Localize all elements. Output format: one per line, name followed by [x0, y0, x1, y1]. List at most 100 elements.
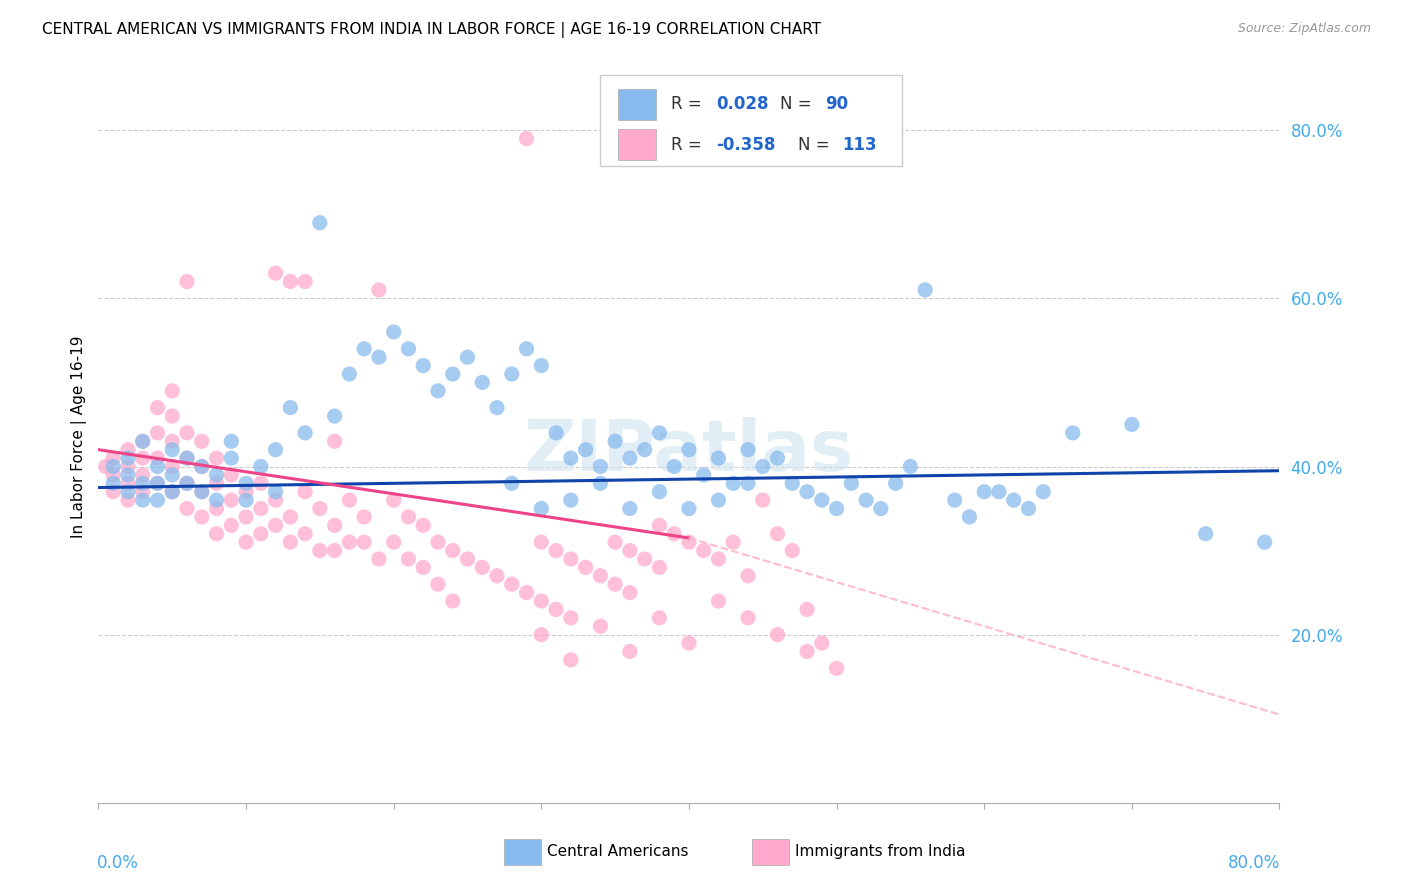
Point [294, 484, 316, 499]
Point [589, 459, 612, 474]
Point [782, 543, 804, 558]
Text: Immigrants from India: Immigrants from India [796, 845, 966, 859]
Point [412, 560, 434, 574]
Point [132, 434, 155, 449]
Point [323, 543, 346, 558]
Point [309, 216, 332, 230]
Point [1121, 417, 1143, 432]
Point [737, 476, 759, 491]
Point [221, 434, 243, 449]
Text: -0.358: -0.358 [716, 136, 776, 153]
Point [117, 484, 139, 499]
Point [368, 552, 391, 566]
Point [280, 275, 302, 289]
Point [323, 434, 346, 449]
Point [427, 384, 450, 398]
Point [988, 484, 1011, 499]
Point [678, 535, 700, 549]
Point [382, 325, 405, 339]
Point [117, 451, 139, 466]
Point [959, 510, 981, 524]
Point [530, 627, 553, 641]
Point [309, 501, 332, 516]
Point [546, 425, 568, 440]
Point [221, 451, 243, 466]
Point [782, 476, 804, 491]
Point [619, 543, 641, 558]
Point [264, 442, 287, 457]
Point [176, 275, 198, 289]
Point [132, 476, 155, 491]
Point [664, 459, 686, 474]
Point [117, 442, 139, 457]
Point [132, 451, 155, 466]
Point [841, 476, 863, 491]
Point [146, 493, 169, 508]
Point [162, 484, 183, 499]
Point [516, 585, 538, 599]
Point [441, 367, 464, 381]
Point [501, 577, 523, 591]
Point [634, 442, 657, 457]
FancyBboxPatch shape [503, 838, 541, 865]
Point [162, 467, 183, 482]
Point [900, 459, 922, 474]
Point [825, 661, 848, 675]
Point [117, 476, 139, 491]
Point [471, 376, 494, 390]
Point [323, 409, 346, 423]
Point [752, 459, 775, 474]
Point [94, 459, 117, 474]
Point [176, 451, 198, 466]
Point [294, 526, 316, 541]
Point [589, 569, 612, 583]
FancyBboxPatch shape [600, 75, 901, 167]
Point [810, 493, 832, 508]
Point [368, 350, 391, 364]
Point [205, 526, 228, 541]
Point [441, 594, 464, 608]
Point [619, 501, 641, 516]
Point [353, 535, 375, 549]
Point [693, 543, 716, 558]
Point [205, 493, 228, 508]
Point [146, 476, 169, 491]
Point [855, 493, 877, 508]
Point [737, 611, 759, 625]
Point [250, 526, 273, 541]
Point [294, 425, 316, 440]
Point [176, 451, 198, 466]
Point [766, 526, 789, 541]
Point [191, 484, 214, 499]
Point [398, 342, 420, 356]
Point [221, 467, 243, 482]
Point [146, 451, 169, 466]
Point [914, 283, 936, 297]
Point [943, 493, 966, 508]
Point [546, 602, 568, 616]
Point [191, 459, 214, 474]
Point [546, 543, 568, 558]
Point [530, 594, 553, 608]
Point [235, 493, 257, 508]
Point [678, 636, 700, 650]
Point [441, 543, 464, 558]
Point [870, 501, 893, 516]
Point [648, 484, 671, 499]
Point [648, 560, 671, 574]
Point [162, 384, 183, 398]
Point [825, 501, 848, 516]
Point [250, 476, 273, 491]
Point [619, 451, 641, 466]
Point [191, 510, 214, 524]
Text: ZIPatlas: ZIPatlas [524, 417, 853, 486]
Point [501, 476, 523, 491]
Point [205, 501, 228, 516]
Point [235, 476, 257, 491]
Y-axis label: In Labor Force | Age 16-19: In Labor Force | Age 16-19 [72, 335, 87, 539]
Point [146, 459, 169, 474]
Point [619, 644, 641, 658]
Point [353, 342, 375, 356]
Point [162, 484, 183, 499]
Point [176, 425, 198, 440]
